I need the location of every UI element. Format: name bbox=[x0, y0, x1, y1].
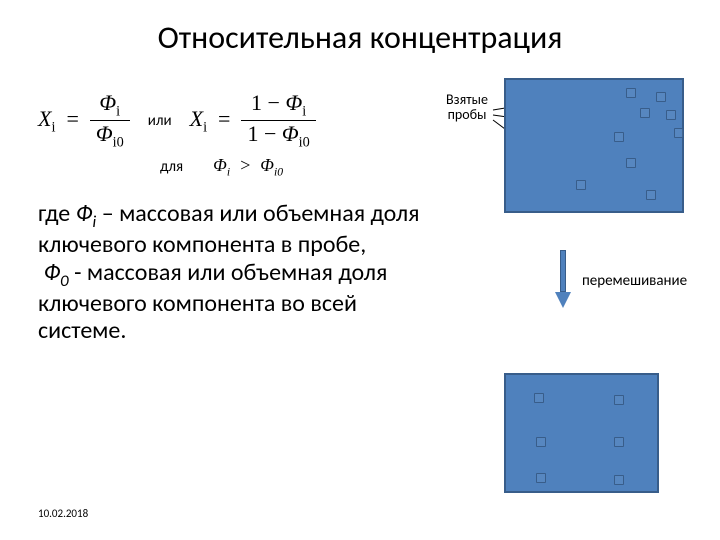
body-text: где Фi – массовая или объемная доля ключ… bbox=[38, 200, 438, 345]
body-phi-i: Ф bbox=[76, 199, 93, 228]
sample-dot bbox=[534, 393, 544, 403]
cond-ls: i bbox=[227, 166, 230, 179]
diagram-box-2 bbox=[504, 373, 659, 493]
sample-dot bbox=[674, 128, 684, 138]
f2-lhs-sub: i bbox=[203, 119, 207, 135]
samples-label: Взятые пробы bbox=[438, 92, 496, 123]
slide-title: Относительная концентрация bbox=[0, 18, 720, 57]
f1-den-var: Φ bbox=[96, 121, 113, 146]
f2-den-pre: 1 − bbox=[247, 121, 276, 146]
f2-num-pre: 1 − bbox=[251, 90, 280, 115]
sample-dot bbox=[656, 92, 666, 102]
sample-dot bbox=[576, 180, 586, 190]
arrow-down-icon bbox=[555, 250, 571, 310]
sample-dot bbox=[626, 88, 636, 98]
formulas-row: Xi = Φi Φi0 или Xi = 1 − Φi 1 − Φi0 bbox=[38, 90, 316, 152]
formula-2: Xi = 1 − Φi 1 − Φi0 bbox=[190, 90, 316, 152]
sample-dot bbox=[646, 190, 656, 200]
f2-num-var: Φ bbox=[285, 90, 302, 115]
cond-lv: Φ bbox=[213, 155, 227, 175]
sample-dot bbox=[614, 437, 624, 447]
body-phi-0: Ф bbox=[43, 258, 60, 287]
sample-dot bbox=[640, 108, 650, 118]
sample-dot bbox=[614, 395, 624, 405]
cond-rs: i0 bbox=[274, 166, 283, 179]
body-line2: - массовая или объемная доля ключевого к… bbox=[38, 258, 387, 346]
f2-num-sub: i bbox=[302, 103, 306, 119]
f1-num-sub: i bbox=[116, 103, 120, 119]
for-label: для bbox=[160, 158, 183, 176]
f1-lhs-sub: i bbox=[51, 119, 55, 135]
formula-1: Xi = Φi Φi0 bbox=[38, 90, 130, 152]
f2-den-sub: i0 bbox=[299, 135, 310, 151]
slide-date: 10.02.2018 bbox=[38, 507, 88, 520]
sample-dot bbox=[614, 475, 624, 485]
body-phi-0-sub: 0 bbox=[60, 270, 69, 291]
f2-lhs-var: X bbox=[190, 106, 203, 131]
mixing-label: перемешивание bbox=[582, 272, 687, 290]
f1-lhs-var: X bbox=[38, 106, 51, 131]
sample-dot bbox=[626, 158, 636, 168]
cond-op: > bbox=[239, 155, 251, 175]
body-pre: где bbox=[38, 199, 76, 228]
sample-dot bbox=[536, 473, 546, 483]
condition-expr: Φi > Φi0 bbox=[213, 155, 283, 179]
or-label: или bbox=[148, 112, 172, 130]
slide: Относительная концентрация Xi = Φi Φi0 и… bbox=[0, 0, 720, 540]
sample-dot bbox=[614, 132, 624, 142]
f2-den-var: Φ bbox=[282, 121, 299, 146]
condition-row: для Φi > Φi0 bbox=[160, 155, 283, 179]
sample-dot bbox=[536, 437, 546, 447]
f1-num-var: Φ bbox=[99, 90, 116, 115]
sample-dot bbox=[666, 110, 676, 120]
diagram-box-1 bbox=[504, 78, 684, 213]
f1-den-sub: i0 bbox=[113, 135, 124, 151]
cond-rv: Φ bbox=[260, 155, 274, 175]
